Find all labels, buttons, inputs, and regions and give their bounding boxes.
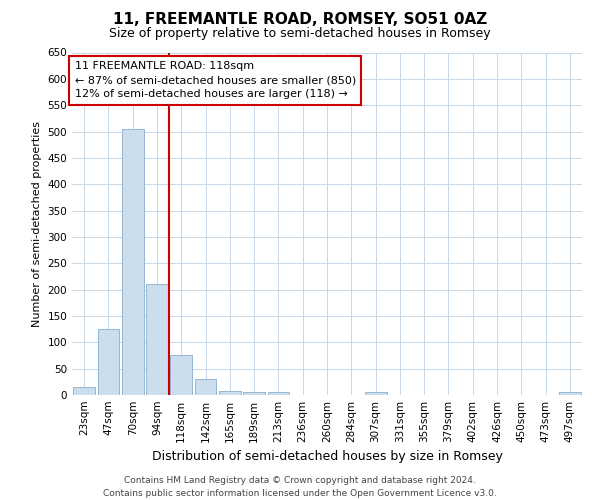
Bar	[365, 392, 386, 395]
Bar	[146, 284, 168, 395]
Text: 11, FREEMANTLE ROAD, ROMSEY, SO51 0AZ: 11, FREEMANTLE ROAD, ROMSEY, SO51 0AZ	[113, 12, 487, 28]
Text: Size of property relative to semi-detached houses in Romsey: Size of property relative to semi-detach…	[109, 28, 491, 40]
X-axis label: Distribution of semi-detached houses by size in Romsey: Distribution of semi-detached houses by …	[152, 450, 502, 464]
Bar	[219, 391, 241, 395]
Bar	[122, 129, 143, 395]
Bar	[73, 387, 95, 395]
Bar	[268, 392, 289, 395]
Y-axis label: Number of semi-detached properties: Number of semi-detached properties	[32, 120, 42, 327]
Bar	[97, 329, 119, 395]
Text: 11 FREEMANTLE ROAD: 118sqm
← 87% of semi-detached houses are smaller (850)
12% o: 11 FREEMANTLE ROAD: 118sqm ← 87% of semi…	[74, 61, 356, 99]
Bar	[170, 356, 192, 395]
Text: Contains HM Land Registry data © Crown copyright and database right 2024.
Contai: Contains HM Land Registry data © Crown c…	[103, 476, 497, 498]
Bar	[559, 392, 581, 395]
Bar	[243, 392, 265, 395]
Bar	[194, 379, 217, 395]
